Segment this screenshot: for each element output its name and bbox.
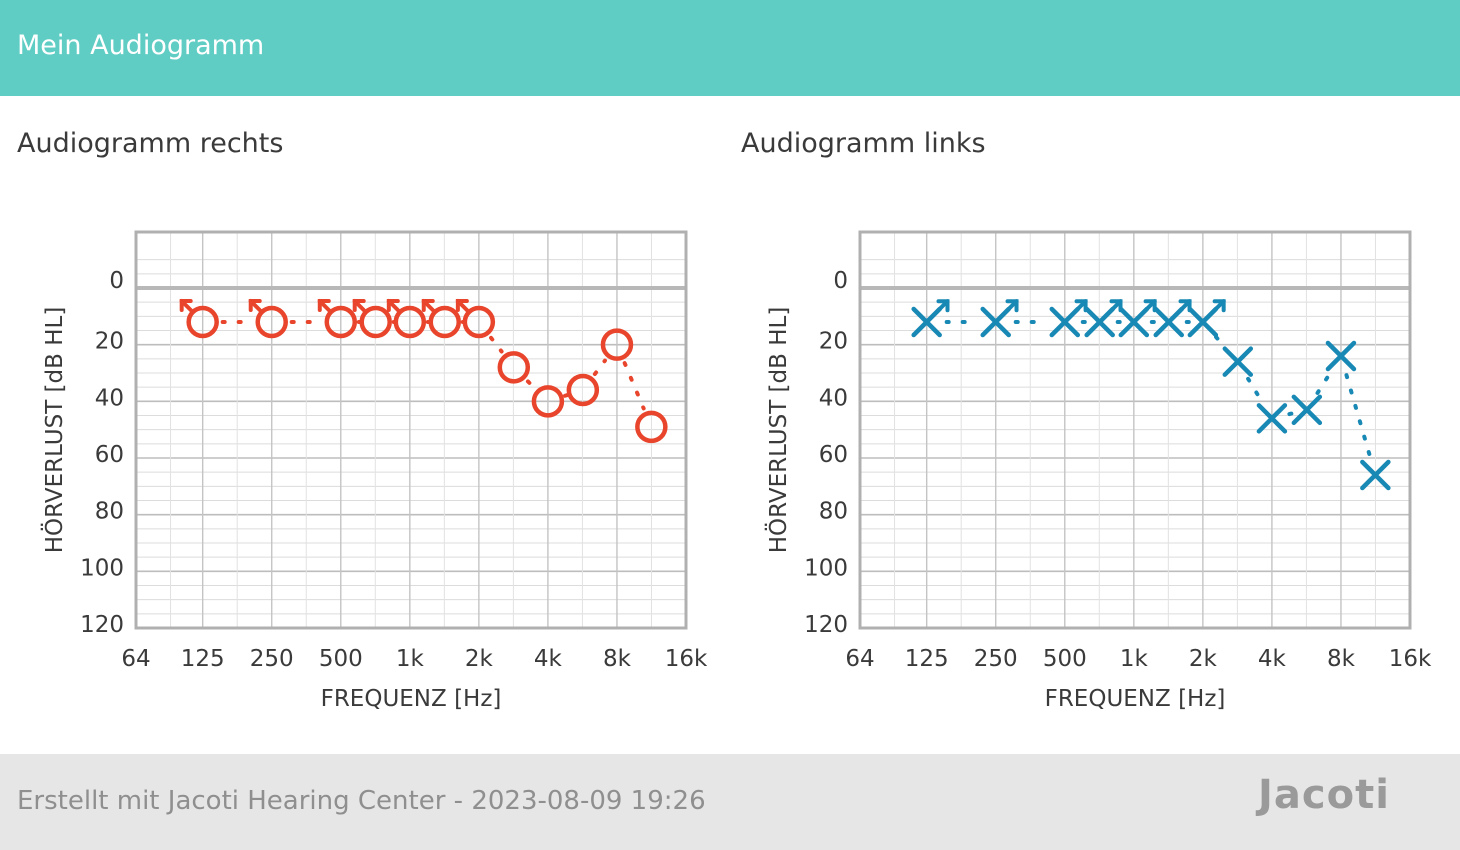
data-point-cross bbox=[1187, 306, 1219, 338]
series-line bbox=[561, 393, 569, 399]
series-line bbox=[1315, 370, 1333, 395]
x-axis-label: FREQUENZ [Hz] bbox=[1045, 686, 1226, 712]
x-tick-label: 4k bbox=[534, 646, 563, 672]
x-tick-label: 16k bbox=[665, 646, 708, 672]
y-axis-label: HÖRVERLUST [dB HL] bbox=[40, 307, 68, 554]
x-tick-label: 1k bbox=[396, 646, 425, 672]
no-response-arrowhead bbox=[455, 299, 469, 312]
audiogram-right-chart: 0 20 40 60 80 100 120 64 125 250 500 1k 2k 4k 8k 16k FRE… bbox=[40, 230, 708, 712]
no-response-arrowhead bbox=[1005, 299, 1019, 313]
x-tick-label: 500 bbox=[1043, 646, 1087, 672]
series-line bbox=[1214, 335, 1227, 349]
series-line bbox=[592, 358, 607, 377]
x-tick-label: 2k bbox=[465, 646, 494, 672]
x-tick-label: 250 bbox=[250, 646, 294, 672]
y-tick-label: 0 bbox=[833, 268, 848, 294]
y-tick-label: 60 bbox=[819, 442, 848, 468]
x-tick-label: 1k bbox=[1120, 646, 1149, 672]
plot-frame bbox=[134, 230, 688, 630]
x-tick-label: 8k bbox=[603, 646, 632, 672]
data-point-cross bbox=[1325, 340, 1357, 372]
no-response-arrowhead bbox=[179, 299, 193, 312]
data-point-cross bbox=[1291, 394, 1323, 426]
y-tick-label: 20 bbox=[819, 329, 848, 355]
data-point-cross bbox=[1118, 306, 1150, 338]
audiogram-left-chart: 0 20 40 60 80 100 120 64 125 250 500 1k 2k 4k 8k 16k FRE… bbox=[764, 230, 1432, 712]
data-point-cross bbox=[1360, 459, 1391, 491]
y-tick-label: 40 bbox=[95, 385, 124, 411]
data-point-cross bbox=[980, 306, 1011, 338]
data-point-cross bbox=[1084, 306, 1115, 338]
series-line bbox=[1285, 411, 1294, 417]
x-tick-label: 2k bbox=[1189, 646, 1218, 672]
no-response-arrowhead bbox=[248, 299, 262, 312]
x-tick-label: 250 bbox=[974, 646, 1018, 672]
x-tick-label: 8k bbox=[1327, 646, 1356, 672]
series-line bbox=[525, 379, 536, 390]
data-point-cross bbox=[1256, 403, 1288, 434]
no-response-arrowhead bbox=[936, 299, 950, 313]
data-point-cross bbox=[1049, 306, 1081, 338]
y-tick-label: 0 bbox=[109, 268, 124, 294]
data-point-circle bbox=[600, 328, 634, 361]
y-tick-label: 100 bbox=[80, 555, 124, 581]
data-point-circle bbox=[566, 373, 600, 407]
data-point-circle bbox=[462, 305, 496, 339]
y-tick-label: 60 bbox=[95, 442, 124, 468]
no-response-arrowhead bbox=[386, 299, 400, 312]
x-tick-label: 4k bbox=[1258, 646, 1287, 672]
chart-title-right: Audiogramm rechts bbox=[17, 128, 284, 159]
series-line bbox=[1246, 376, 1264, 404]
x-tick-label: 64 bbox=[845, 646, 874, 672]
data-point-circle bbox=[428, 305, 461, 339]
data-point-circle bbox=[186, 305, 219, 339]
data-point-circle bbox=[324, 305, 358, 339]
y-tick-label: 20 bbox=[95, 329, 124, 355]
data-point-circle bbox=[531, 385, 565, 418]
no-response-arrowhead bbox=[352, 299, 366, 312]
y-tick-label: 100 bbox=[804, 555, 848, 581]
data-point-cross bbox=[1153, 306, 1184, 338]
y-tick-label: 40 bbox=[819, 385, 848, 411]
y-tick-label: 120 bbox=[804, 612, 848, 638]
footer-credit: Erstellt mit Jacoti Hearing Center - 202… bbox=[17, 786, 706, 816]
y-axis-label: HÖRVERLUST [dB HL] bbox=[764, 307, 792, 554]
footer: Erstellt mit Jacoti Hearing Center - 202… bbox=[0, 754, 1460, 850]
app-header: Mein Audiogramm bbox=[0, 0, 1460, 96]
data-point-circle bbox=[635, 410, 668, 444]
page-title: Mein Audiogramm bbox=[17, 30, 265, 61]
data-point-circle bbox=[497, 351, 531, 384]
jacoti-logo: Jacoti bbox=[1258, 772, 1390, 818]
data-point-circle bbox=[393, 305, 427, 339]
chart-title-left: Audiogramm links bbox=[741, 128, 986, 159]
x-tick-label: 125 bbox=[905, 646, 949, 672]
x-tick-label: 125 bbox=[181, 646, 225, 672]
x-tick-label: 500 bbox=[319, 646, 363, 672]
no-response-arrowhead bbox=[421, 299, 435, 312]
plot-frame bbox=[858, 230, 1412, 630]
data-point-cross bbox=[911, 306, 942, 338]
y-tick-label: 80 bbox=[95, 499, 124, 525]
no-response-arrowhead bbox=[1212, 299, 1226, 313]
series-line bbox=[489, 335, 504, 354]
y-tick-label: 120 bbox=[80, 612, 124, 638]
y-tick-label: 80 bbox=[819, 499, 848, 525]
x-tick-label: 64 bbox=[121, 646, 150, 672]
data-point-circle bbox=[255, 305, 288, 339]
data-point-circle bbox=[359, 305, 392, 339]
data-point-cross bbox=[1222, 346, 1254, 377]
x-axis-label: FREQUENZ [Hz] bbox=[321, 686, 502, 712]
x-tick-label: 16k bbox=[1389, 646, 1432, 672]
no-response-arrowhead bbox=[317, 299, 331, 312]
